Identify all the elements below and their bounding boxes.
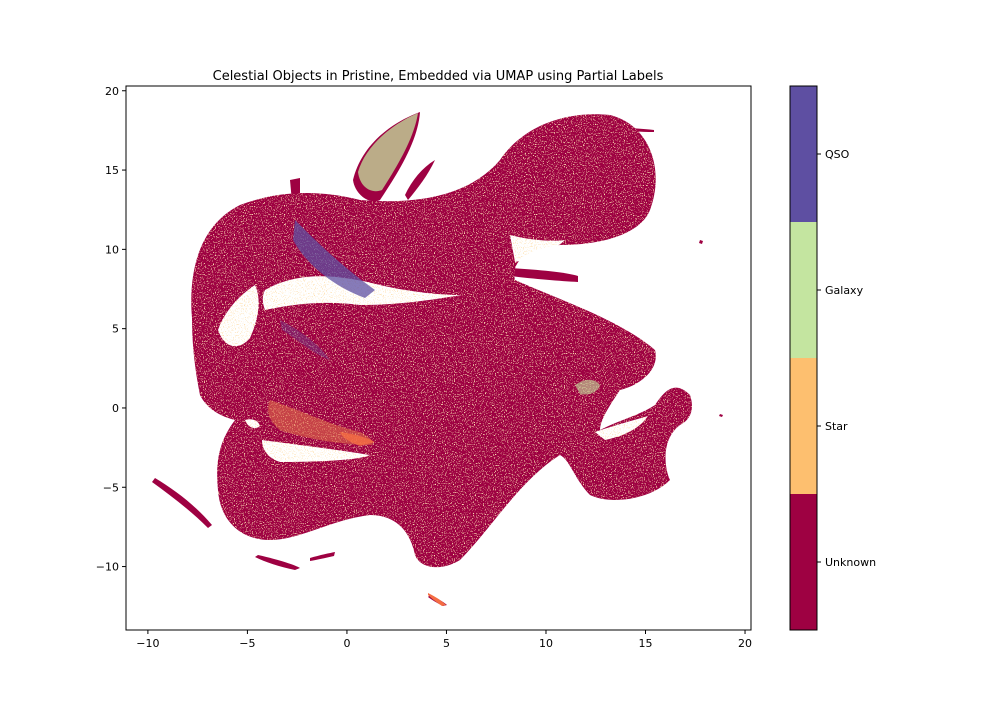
colorbar-segment-qso <box>790 86 817 222</box>
colorbar: QSO Galaxy Star Unknown <box>789 85 876 631</box>
point-cloud-star <box>191 114 692 568</box>
qso-cluster <box>280 220 375 360</box>
x-axis-ticks: −10 −5 0 5 10 15 20 <box>136 630 752 650</box>
x-tick-label: 5 <box>443 637 450 650</box>
x-tick-label: −10 <box>136 637 159 650</box>
y-tick-label: 15 <box>105 164 119 177</box>
colorbar-label: Unknown <box>825 556 876 569</box>
x-tick-label: −5 <box>239 637 255 650</box>
plot-area <box>152 112 723 606</box>
x-tick-label: 15 <box>639 637 653 650</box>
chart-title: Celestial Objects in Pristine, Embedded … <box>213 69 664 84</box>
y-tick-label: 10 <box>105 243 119 256</box>
y-tick-label: −5 <box>103 481 119 494</box>
star-cluster <box>268 400 446 606</box>
y-axis-ticks: 20 15 10 5 0 −5 −10 <box>96 85 126 574</box>
x-tick-label: 0 <box>343 637 350 650</box>
colorbar-segment-unknown <box>790 494 817 630</box>
colorbar-label: Star <box>825 420 848 433</box>
x-tick-label: 20 <box>738 637 752 650</box>
y-tick-label: 0 <box>112 402 119 415</box>
colorbar-segment-star <box>790 358 817 494</box>
colorbar-segment-galaxy <box>790 222 817 358</box>
y-tick-label: 5 <box>112 323 119 336</box>
y-tick-label: 20 <box>105 85 119 98</box>
x-tick-label: 10 <box>539 637 553 650</box>
axes-frame <box>125 85 752 631</box>
y-tick-label: −10 <box>96 561 119 574</box>
colorbar-label: Galaxy <box>825 284 864 297</box>
colorbar-frame <box>789 85 818 631</box>
colorbar-label: QSO <box>825 148 850 161</box>
galaxy-cluster <box>358 113 600 395</box>
